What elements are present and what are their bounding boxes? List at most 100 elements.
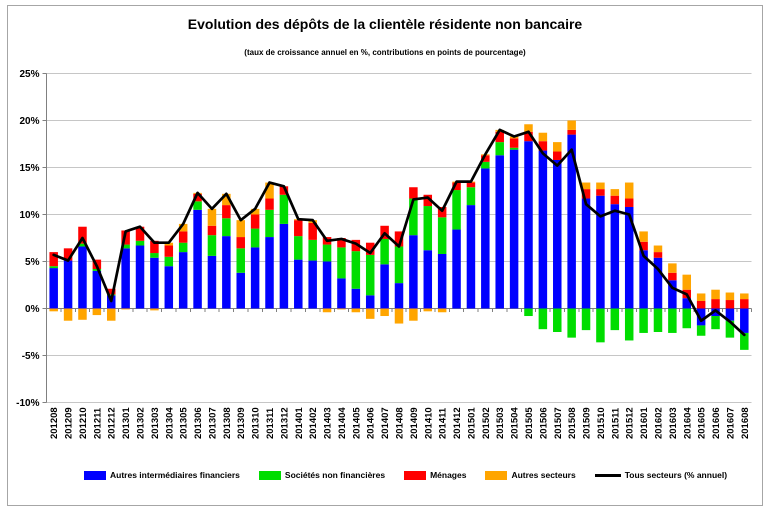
bar-segment-ofi bbox=[639, 250, 648, 309]
x-tick-label: 201508 bbox=[567, 407, 578, 439]
x-tick-label: 201607 bbox=[725, 407, 736, 439]
bar-segment-snf bbox=[610, 308, 620, 331]
bar-segment-autres bbox=[222, 193, 231, 206]
bar-segment-ofi bbox=[553, 159, 562, 309]
plot-area: 25%20%15%10%5%0%-5%-10%201208 201209 20121… bbox=[16, 69, 752, 439]
bar-segment-menages bbox=[495, 131, 504, 143]
total-line bbox=[52, 128, 746, 337]
y-tick-label: 15% bbox=[19, 163, 39, 174]
chart-legend: Autres intermédiaires financiers Sociétés… bbox=[84, 470, 727, 480]
bar-segment-autres bbox=[581, 182, 591, 190]
bar-segment-menages bbox=[437, 206, 447, 218]
bar-segment-menages bbox=[294, 220, 303, 237]
bar-segment-ofi bbox=[423, 250, 433, 309]
x-tick-label: 201211 bbox=[92, 407, 103, 439]
bar-segment-snf bbox=[394, 246, 404, 284]
bar-segment-menages bbox=[624, 198, 634, 207]
bar-segment-autres bbox=[380, 308, 389, 317]
x-tick-label: 201311 bbox=[265, 407, 276, 439]
bar-segment-ofi bbox=[178, 252, 188, 309]
bar-segment-ofi bbox=[711, 308, 720, 317]
bar-segment-menages bbox=[596, 189, 605, 196]
bar-segment-snf bbox=[92, 269, 102, 271]
bar-segment-ofi bbox=[394, 283, 404, 309]
legend-label-autres: Autres secteurs bbox=[511, 470, 576, 480]
bar-segment-ofi bbox=[725, 308, 735, 321]
legend-label-total: Tous secteurs (% annuel) bbox=[624, 470, 728, 480]
bar-segment-menages bbox=[351, 239, 361, 252]
bar-segment-ofi bbox=[351, 288, 361, 309]
bar-segment-menages bbox=[279, 186, 289, 195]
bar-segment-autres bbox=[596, 182, 605, 190]
bar-segment-ofi bbox=[567, 134, 576, 309]
bar-segment-autres bbox=[178, 223, 188, 232]
bar-segment-snf bbox=[481, 161, 490, 169]
bar-segment-menages bbox=[78, 226, 87, 244]
bar-segment-ofi bbox=[222, 236, 231, 309]
bar-segment-snf bbox=[178, 242, 188, 253]
x-tick-label: 201307 bbox=[207, 407, 218, 439]
bar-segment-autres bbox=[207, 208, 217, 226]
y-tick-label: 10% bbox=[19, 210, 39, 221]
bar-segment-menages bbox=[164, 245, 174, 257]
x-tick-label: 201510 bbox=[596, 407, 607, 439]
bar-segment-ofi bbox=[207, 255, 217, 309]
bar-segment-snf bbox=[696, 325, 706, 336]
bar-segment-autres bbox=[63, 308, 73, 321]
bar-segment-menages bbox=[409, 187, 418, 199]
x-tick-label: 201501 bbox=[466, 407, 477, 439]
bar-segment-menages bbox=[423, 194, 433, 207]
x-tick-label: 201401 bbox=[294, 407, 305, 439]
bar-segment-ofi bbox=[121, 248, 130, 309]
bar-segment-snf bbox=[250, 228, 260, 248]
bar-segment-autres bbox=[610, 189, 620, 196]
bar-segment-ofi bbox=[236, 272, 245, 309]
bar-segment-snf bbox=[121, 244, 130, 249]
bar-segment-menages bbox=[193, 193, 202, 202]
bar-segment-autres bbox=[337, 308, 346, 310]
y-tick-label: -5% bbox=[22, 351, 40, 362]
bar-segment-snf bbox=[193, 201, 202, 210]
bar-segment-ofi bbox=[596, 195, 605, 309]
bar-segment-menages bbox=[394, 231, 404, 247]
x-tick-label: 201505 bbox=[524, 407, 535, 439]
x-tick-label: 201406 bbox=[366, 407, 377, 439]
bar-segment-snf bbox=[236, 248, 245, 273]
bar-segment-autres bbox=[409, 308, 418, 321]
bar-segment-ofi bbox=[135, 245, 145, 309]
bar-segment-menages bbox=[236, 237, 245, 249]
bar-segment-ofi bbox=[294, 259, 303, 309]
bar-segment-snf bbox=[322, 244, 332, 262]
bar-segment-snf bbox=[351, 251, 361, 289]
bar-segment-autres bbox=[553, 142, 562, 152]
y-tick-label: 5% bbox=[25, 257, 40, 268]
bar-segment-snf bbox=[365, 254, 375, 296]
legend-swatch-snf bbox=[258, 470, 281, 480]
bar-segment-menages bbox=[524, 131, 533, 142]
bar-segment-snf bbox=[711, 316, 720, 330]
bar-segment-snf bbox=[524, 308, 533, 317]
x-tick-label: 201511 bbox=[610, 407, 621, 439]
x-tick-label: 201312 bbox=[279, 407, 290, 439]
bar-segment-ofi bbox=[740, 308, 749, 333]
x-tick-label: 201504 bbox=[510, 407, 521, 439]
bar-segment-ofi bbox=[610, 204, 620, 309]
x-tick-label: 201509 bbox=[582, 407, 593, 439]
bar-segment-autres bbox=[265, 182, 274, 199]
x-tick-label: 201402 bbox=[308, 407, 319, 439]
bar-segment-menages bbox=[581, 189, 591, 199]
bar-segment-ofi bbox=[682, 298, 692, 309]
bar-segment-ofi bbox=[250, 247, 260, 309]
bar-segment-ofi bbox=[322, 261, 332, 309]
bar-segment-snf bbox=[452, 190, 461, 230]
legend-label-ofi: Autres intermédiaires financiers bbox=[110, 470, 240, 480]
bar-segment-ofi bbox=[265, 237, 274, 309]
legend-item-autres: Autres secteurs bbox=[485, 470, 576, 480]
bar-segment-snf bbox=[437, 217, 447, 254]
bar-segment-ofi bbox=[466, 205, 476, 309]
bar-segment-menages bbox=[538, 141, 548, 151]
legend-label-menages: Ménages bbox=[430, 470, 467, 480]
y-tick-label: 0% bbox=[25, 304, 40, 315]
bar-segment-menages bbox=[63, 248, 73, 261]
